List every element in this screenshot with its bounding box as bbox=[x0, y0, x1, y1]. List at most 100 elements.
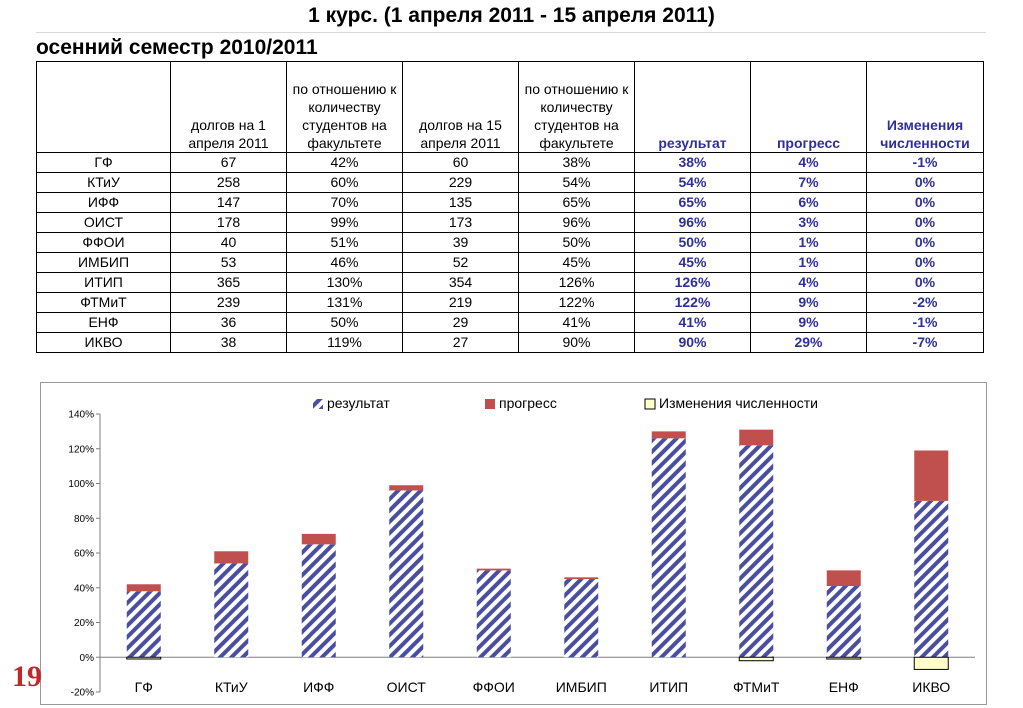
table-cell: 50% bbox=[286, 312, 403, 333]
table-row: ИФФ 147 70% 135 65% 65% 6% 0% bbox=[36, 192, 984, 213]
x-tick-label: ИМБИП bbox=[556, 679, 607, 695]
legend-swatch bbox=[644, 398, 656, 410]
bar-progress bbox=[564, 577, 599, 580]
header-debts-apr15: долгов на 15 апреля 2011 bbox=[402, 61, 519, 153]
table-cell: 46% bbox=[286, 252, 403, 273]
table-cell: 126% bbox=[634, 272, 751, 293]
debts-table: долгов на 1 апреля 2011 по отношению к к… bbox=[36, 61, 984, 353]
x-tick-label: КТиУ bbox=[215, 679, 248, 695]
y-tick-label: 100% bbox=[68, 479, 94, 490]
legend-label: прогресс bbox=[499, 395, 557, 411]
y-tick-label: 0% bbox=[80, 653, 95, 664]
table-cell: 258 bbox=[170, 172, 287, 193]
table-cell: 36 bbox=[170, 312, 287, 333]
table-cell: 65% bbox=[518, 192, 635, 213]
table-cell: 7% bbox=[750, 172, 867, 193]
page-number: 19 bbox=[12, 660, 42, 693]
table-cell: 126% bbox=[518, 272, 635, 293]
bar-count-change bbox=[826, 656, 862, 660]
table-cell: 122% bbox=[634, 292, 751, 313]
legend-swatch bbox=[313, 399, 323, 409]
table-cell: ГФ bbox=[36, 152, 171, 173]
y-tick-label: 60% bbox=[74, 549, 94, 560]
legend-item: прогресс bbox=[485, 395, 557, 411]
table-cell: 4% bbox=[750, 272, 867, 293]
table-cell: 60% bbox=[286, 172, 403, 193]
table-cell: 50% bbox=[518, 232, 635, 253]
table-cell: 38% bbox=[518, 152, 635, 173]
table-cell: ОИСТ bbox=[36, 212, 171, 233]
table-cell: 0% bbox=[866, 172, 984, 193]
table-row: ОИСТ 178 99% 173 96% 96% 3% 0% bbox=[36, 212, 984, 233]
table-cell: ИФФ bbox=[36, 192, 171, 213]
table-cell: 54% bbox=[634, 172, 751, 193]
bar-progress bbox=[476, 568, 511, 571]
y-tick-label: 40% bbox=[74, 583, 94, 594]
bar-result bbox=[301, 544, 336, 658]
table-row: КТиУ 258 60% 229 54% 54% 7% 0% bbox=[36, 172, 984, 193]
table-cell: ИКВО bbox=[36, 332, 171, 353]
bar-result bbox=[826, 586, 861, 658]
bar-result bbox=[564, 579, 599, 658]
table-cell: 178 bbox=[170, 212, 287, 233]
table-row: ИТИП 365 130% 354 126% 126% 4% 0% bbox=[36, 272, 984, 293]
table-cell: 0% bbox=[866, 272, 984, 293]
bar-result bbox=[739, 445, 774, 658]
table-cell: 67 bbox=[170, 152, 287, 173]
table-row: ФФОИ 40 51% 39 50% 50% 1% 0% bbox=[36, 232, 984, 253]
table-row: ФТМиТ 239 131% 219 122% 122% 9% -2% bbox=[36, 292, 984, 313]
table-cell: ЕНФ bbox=[36, 312, 171, 333]
title-divider bbox=[36, 32, 986, 33]
table-cell: ФФОИ bbox=[36, 232, 171, 253]
legend-item: результат bbox=[313, 395, 390, 411]
table-cell: 41% bbox=[634, 312, 751, 333]
table-cell: ИТИП bbox=[36, 272, 171, 293]
header-count-change: Изменения численности bbox=[866, 61, 984, 153]
table-cell: 39 bbox=[402, 232, 519, 253]
table-cell: 219 bbox=[402, 292, 519, 313]
table-cell: 29% bbox=[750, 332, 867, 353]
semester-subtitle: осенний семестр 2010/2011 bbox=[36, 36, 318, 59]
y-tick-label: -20% bbox=[71, 688, 94, 699]
table-row: ЕНФ 36 50% 29 41% 41% 9% -1% bbox=[36, 312, 984, 333]
table-cell: 45% bbox=[518, 252, 635, 273]
bar-count-change bbox=[738, 656, 774, 662]
y-tick-label: 20% bbox=[74, 618, 94, 629]
table-cell: 239 bbox=[170, 292, 287, 313]
table-row: ИМБИП 53 46% 52 45% 45% 1% 0% bbox=[36, 252, 984, 273]
table-cell: 173 bbox=[402, 212, 519, 233]
table-cell: -7% bbox=[866, 332, 984, 353]
table-cell: 0% bbox=[866, 212, 984, 233]
table-row: ИКВО 38 119% 27 90% 90% 29% -7% bbox=[36, 332, 984, 353]
table-cell: -2% bbox=[866, 292, 984, 313]
table-cell: 96% bbox=[634, 212, 751, 233]
table-cell: -1% bbox=[866, 152, 984, 173]
table-cell: 52 bbox=[402, 252, 519, 273]
y-tick-label: 120% bbox=[68, 444, 94, 455]
table-cell: 90% bbox=[518, 332, 635, 353]
y-tick-label: 140% bbox=[68, 410, 94, 421]
table-cell: 6% bbox=[750, 192, 867, 213]
table-cell: 99% bbox=[286, 212, 403, 233]
header-ratio-apr1: по отношению к количеству студентов на ф… bbox=[286, 61, 403, 153]
legend-label: результат bbox=[327, 395, 390, 411]
bar-count-change bbox=[913, 656, 949, 670]
table-cell: 9% bbox=[750, 312, 867, 333]
table-cell: 27 bbox=[402, 332, 519, 353]
table-cell: КТиУ bbox=[36, 172, 171, 193]
x-tick-label: ИКВО bbox=[912, 679, 950, 695]
header-faculty bbox=[36, 61, 171, 153]
bar-result bbox=[651, 438, 686, 658]
header-progress: прогресс bbox=[750, 61, 867, 153]
table-cell: 38 bbox=[170, 332, 287, 353]
bar-count-change bbox=[126, 656, 162, 660]
table-cell: 60 bbox=[402, 152, 519, 173]
table-cell: 3% bbox=[750, 212, 867, 233]
bar-progress bbox=[651, 431, 686, 439]
table-cell: 9% bbox=[750, 292, 867, 313]
bar-progress bbox=[826, 570, 861, 587]
table-cell: 0% bbox=[866, 232, 984, 253]
bar-result bbox=[126, 591, 161, 658]
bar-progress bbox=[389, 485, 424, 491]
table-cell: 119% bbox=[286, 332, 403, 353]
